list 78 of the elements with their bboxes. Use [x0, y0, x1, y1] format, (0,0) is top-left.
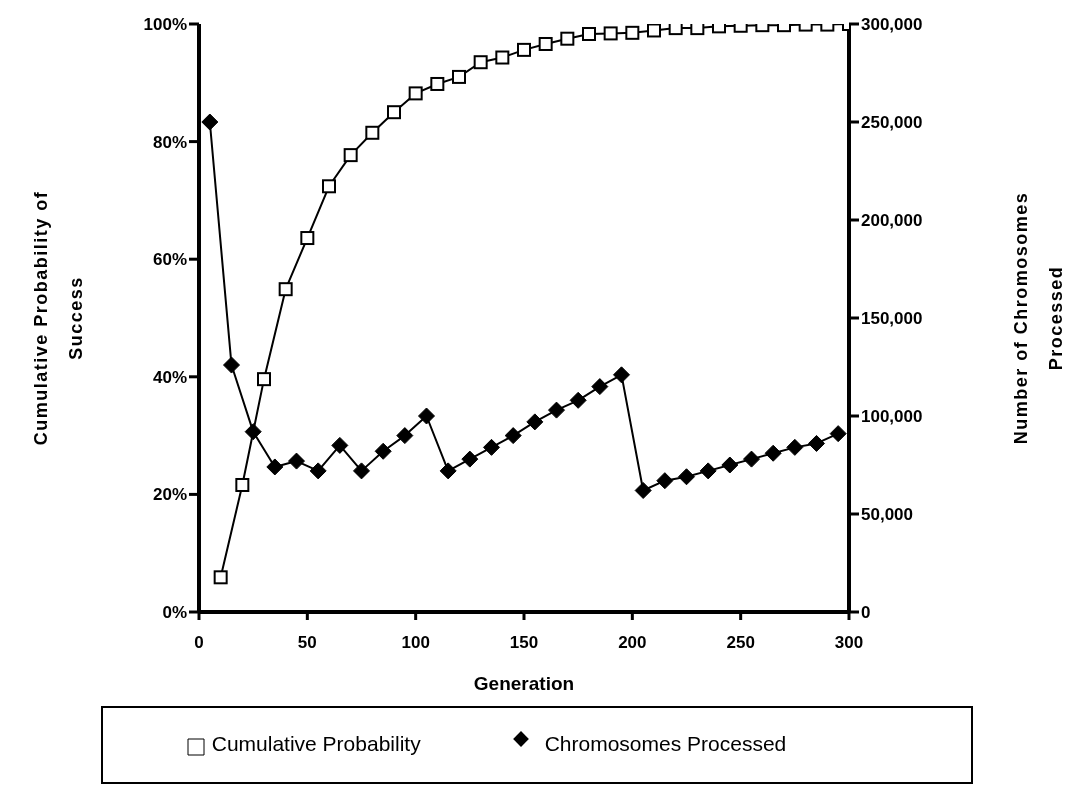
point [690, 24, 705, 36]
point [430, 76, 445, 91]
x-tick-label: 0 [194, 633, 204, 653]
x-axis-title: Generation [473, 673, 575, 694]
point [526, 413, 544, 431]
y-tick-label: 60% [152, 250, 187, 270]
legend-label: Chromosomes Processed [544, 732, 787, 755]
point [808, 434, 825, 452]
point [678, 468, 695, 486]
x-tick-label: 300 [834, 633, 864, 653]
point [278, 282, 293, 297]
point [331, 436, 349, 454]
point [201, 113, 219, 131]
point [235, 477, 250, 492]
y-tick-label: 40% [152, 367, 187, 387]
point [244, 423, 262, 441]
y2-tick-label: 250,000 [861, 113, 923, 133]
point [786, 438, 804, 456]
point [764, 444, 782, 462]
point [634, 481, 652, 499]
point [213, 570, 228, 585]
point [613, 366, 630, 384]
x-tick-label: 50 [297, 633, 317, 653]
point [257, 372, 271, 387]
point [473, 55, 488, 70]
point [495, 50, 510, 65]
y-tick-label: 80% [152, 132, 187, 152]
point [300, 231, 315, 246]
point [625, 25, 640, 40]
point [418, 407, 435, 425]
point [365, 125, 380, 140]
point [309, 462, 327, 480]
point [538, 36, 553, 51]
point [603, 26, 618, 41]
point [223, 356, 240, 374]
point [699, 462, 717, 480]
point [461, 450, 479, 468]
point [343, 148, 358, 163]
point [483, 438, 500, 456]
x-tick-label: 200 [618, 633, 647, 653]
x-tick-label: 250 [726, 633, 755, 653]
legend-label: Cumulative Probability [211, 732, 421, 755]
y-axis-title: Cumulative Probability of Success [30, 190, 86, 446]
y2-tick-label: 150,000 [861, 309, 923, 329]
y2-tick-label: 300,000 [861, 15, 923, 35]
x-tick-label: 150 [509, 633, 539, 653]
y-tick-label: 0% [162, 603, 187, 623]
y2-tick-label: 0 [861, 603, 871, 623]
y2-tick-label: 100,000 [861, 407, 923, 427]
point [582, 27, 596, 41]
point [322, 179, 336, 194]
point [396, 427, 414, 445]
y-tick-label: 20% [152, 485, 187, 505]
point [504, 427, 522, 445]
point [452, 69, 466, 84]
point [288, 452, 305, 470]
point [591, 378, 609, 396]
point [266, 458, 284, 476]
point [569, 391, 587, 409]
y2-tick-label: 200,000 [861, 211, 923, 231]
point [548, 401, 565, 419]
point [439, 462, 457, 480]
point [517, 42, 531, 57]
point [560, 31, 575, 46]
y-tick-label: 100% [143, 15, 187, 35]
point [387, 105, 401, 120]
y2-axis-title: Number of Chromosomes Processed [1010, 191, 1066, 445]
point [647, 24, 661, 38]
point [408, 86, 423, 101]
point [721, 456, 739, 474]
point [353, 462, 370, 480]
point [743, 450, 760, 468]
point [656, 472, 674, 490]
y2-tick-label: 50,000 [861, 505, 913, 525]
point [829, 425, 847, 443]
point [668, 24, 683, 36]
point [374, 442, 392, 460]
x-tick-label: 100 [401, 633, 430, 653]
